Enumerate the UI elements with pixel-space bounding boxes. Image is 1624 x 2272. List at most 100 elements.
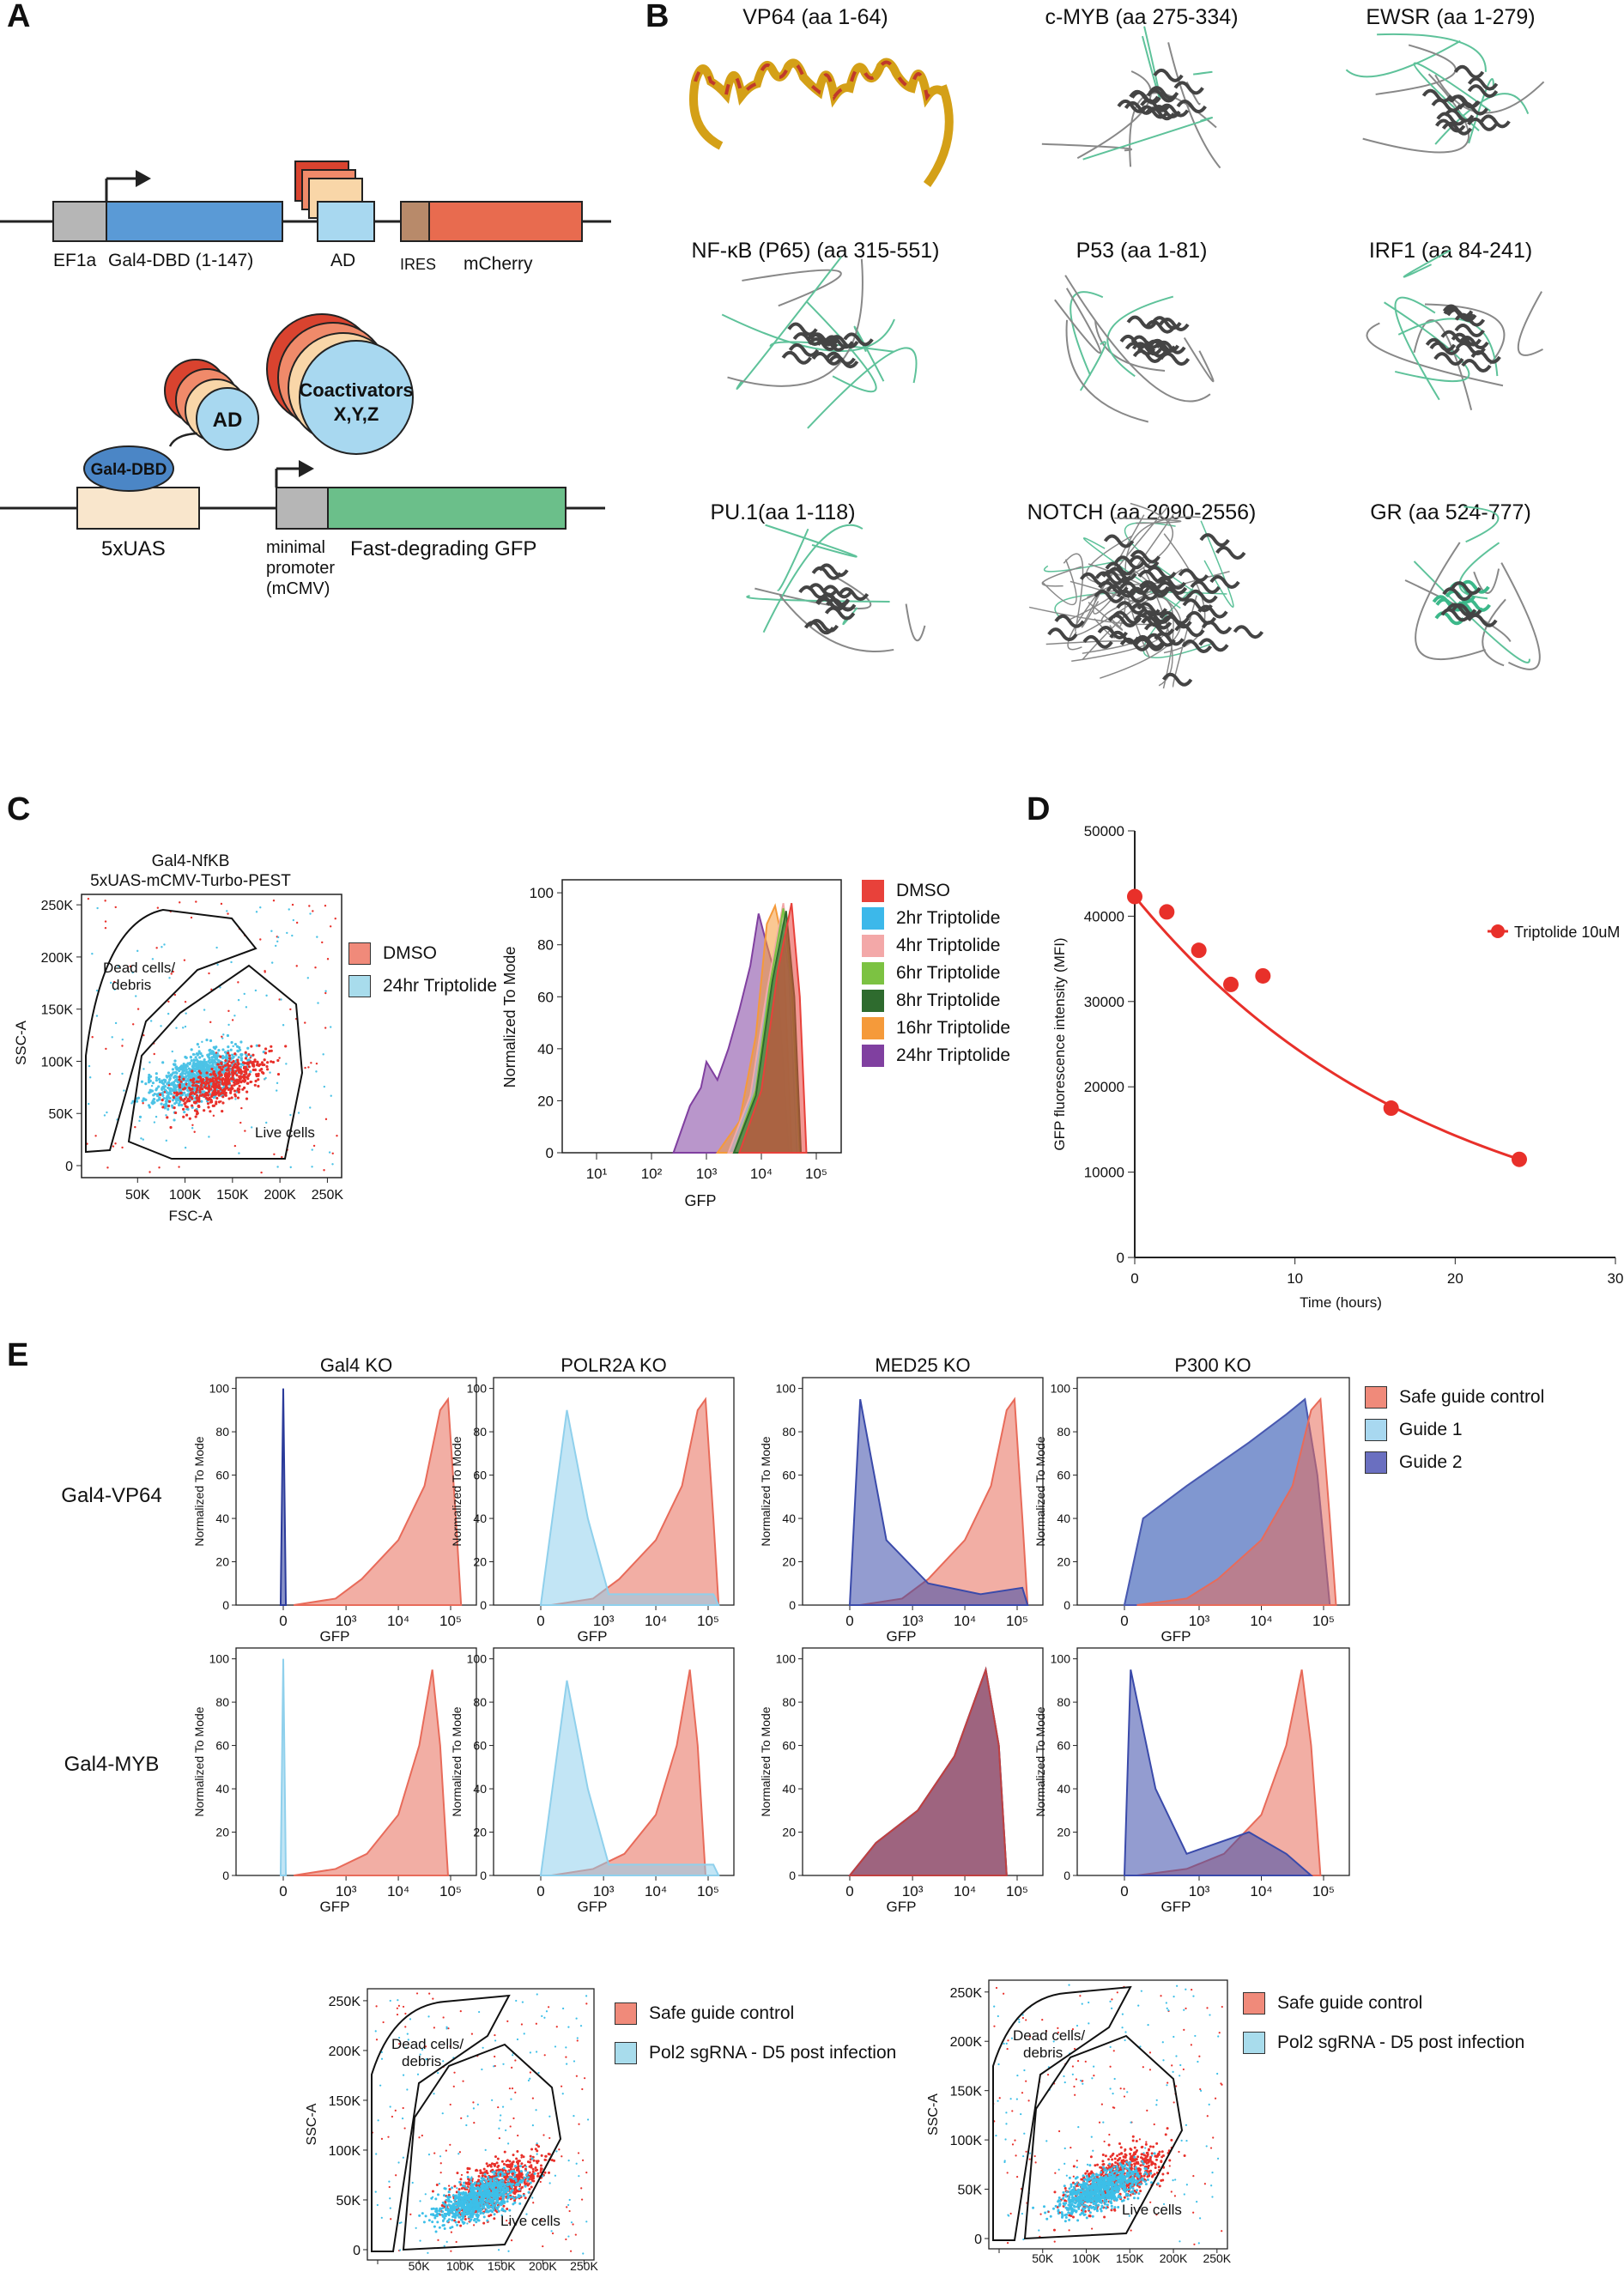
e-xtick-1-3: 10⁵ (697, 1613, 719, 1629)
b-xticklabel-1-3: 150K (1116, 2251, 1144, 2265)
b-ytick-1-0: 0 (974, 2233, 982, 2247)
b-xticklabel-0-4: 200K (529, 2259, 557, 2272)
legend-swatch-safe-bl (615, 2002, 637, 2025)
e-ytick-4-1: 20 (215, 1826, 229, 1839)
panel-e-legend: Safe guide control Guide 1 Guide 2 (1365, 1384, 1544, 1476)
e-xlabel-2: GFP (887, 1628, 917, 1645)
e-ytick-0-0: 0 (222, 1598, 229, 1612)
e-xtick-3-2: 10⁴ (1250, 1613, 1272, 1629)
e-ytick-5-0: 0 (480, 1869, 487, 1882)
legend-label-guide2: Guide 2 (1399, 1452, 1463, 1472)
d-ytick-5: 50000 (1084, 823, 1124, 839)
b-gate-live-1 (1023, 2034, 1184, 2240)
e-xtick-1-1: 10³ (593, 1613, 615, 1629)
e-xtick-3-1: 10³ (1189, 1613, 1210, 1629)
hist-xtick-2: 10³ (696, 1166, 718, 1182)
d-ytick-4: 40000 (1084, 908, 1124, 924)
structure-label-6: PU.1(aa 1-118) (710, 500, 855, 524)
scatter-xtick-2: 150K (216, 1188, 249, 1203)
gate-live-label: Live cells (255, 1124, 315, 1141)
e-ylabel-5: Normalized To Mode (450, 1706, 464, 1816)
e-col-title-2: MED25 KO (875, 1354, 970, 1376)
e-xtick-6-0: 0 (845, 1883, 853, 1899)
e-xtick-1-0: 0 (536, 1613, 544, 1629)
bottom-frame-0 (367, 1988, 595, 2261)
structure-render-4 (1054, 275, 1215, 423)
d-legend-label: Triptolide 10uM (1514, 924, 1620, 941)
b-xticklabel-1-5: 250K (1203, 2251, 1231, 2265)
hist-ylabel: Normalized To Mode (501, 947, 518, 1088)
scatter-ytick-0: 0 (65, 1160, 73, 1174)
e-ytick-1-5: 100 (467, 1382, 488, 1396)
bottom-left-legend: Safe guide control Pol2 sgRNA - D5 post … (615, 2000, 896, 2067)
e-curve-0-0 (294, 1397, 463, 1606)
structure-label-4: P53 (aa 1-81) (1076, 239, 1208, 263)
b-ytick-0-4: 200K (329, 2045, 361, 2059)
e-ytick-2-5: 100 (776, 1382, 797, 1396)
structure-render-2 (1345, 33, 1545, 154)
d-ytick-3: 30000 (1084, 994, 1124, 1010)
e-row-title-1: Gal4-MYB (64, 1753, 160, 1776)
legend-label-pol2-br: Pol2 sgRNA - D5 post infection (1277, 2033, 1525, 2052)
e-curve-3-2 (1136, 1397, 1337, 1606)
b-ytick-0-1: 50K (336, 2194, 361, 2208)
e-xtick-0-1: 10³ (336, 1613, 357, 1629)
e-ylabel-3: Normalized To Mode (1033, 1436, 1047, 1546)
e-ytick-3-0: 0 (1063, 1598, 1070, 1612)
e-xlabel-0: GFP (320, 1628, 350, 1645)
minimal-promoter-box (276, 487, 329, 530)
b-points-0 (371, 1992, 590, 2255)
gate-dead-label-2: debris (112, 977, 151, 993)
legend-label-triptolide: 24hr Triptolide (383, 976, 498, 996)
hist-legend-swatch-4 (862, 990, 884, 1012)
b-ytick-0-2: 100K (329, 2144, 361, 2159)
legend-label-safe-br: Safe guide control (1277, 1993, 1423, 2013)
hist-xtick-0: 10¹ (586, 1166, 608, 1182)
ad-circle (196, 387, 259, 451)
d-xlabel: Time (hours) (1300, 1294, 1382, 1311)
mcherry-box (428, 201, 583, 242)
dbd-box (106, 201, 283, 242)
e-ytick-2-2: 40 (782, 1512, 796, 1525)
e-xtick-1-2: 10⁴ (645, 1613, 667, 1629)
e-ytick-4-5: 100 (209, 1652, 230, 1666)
ad-label: AD (330, 251, 355, 270)
e-xtick-6-1: 10³ (902, 1883, 924, 1899)
promoter-arrow-icon (136, 170, 151, 187)
e-ytick-1-0: 0 (480, 1598, 487, 1612)
hist-legend-label-0: DMSO (896, 881, 950, 900)
e-ylabel-2: Normalized To Mode (759, 1436, 773, 1546)
e-xtick-5-2: 10⁴ (645, 1883, 667, 1899)
gate-live (127, 964, 304, 1160)
hist-curve-6 (737, 903, 808, 1154)
hist-legend-swatch-5 (862, 1017, 884, 1039)
e-ylabel-1: Normalized To Mode (450, 1436, 464, 1546)
e-ytick-2-1: 20 (782, 1555, 796, 1569)
e-xtick-0-3: 10⁵ (439, 1613, 462, 1629)
dbd-label: Gal4-DBD (1-147) (108, 251, 253, 270)
e-row-title-0: Gal4-VP64 (61, 1484, 161, 1507)
e-ytick-1-1: 20 (473, 1555, 487, 1569)
panel-a-schematic: EF1a Gal4-DBD (1-147) AD IRES mCherry Ga… (0, 161, 611, 598)
hist-ytick-1: 20 (537, 1093, 554, 1109)
panel-letter-d: D (1027, 791, 1051, 827)
hist-legend-row-2: 4hr Triptolide (862, 932, 1010, 960)
gfp-label: Fast-degrading GFP (350, 537, 536, 560)
scatter-ytick-2: 100K (41, 1055, 74, 1069)
legend-label-guide1: Guide 1 (1399, 1420, 1463, 1439)
d-fit-line (1133, 895, 1520, 1161)
scatter-title-2: 5xUAS-mCMV-Turbo-PEST (90, 872, 291, 890)
hist-legend-row-3: 6hr Triptolide (862, 960, 1010, 987)
e-ytick-4-0: 0 (222, 1869, 229, 1882)
d-point-1 (1159, 904, 1175, 920)
minimal-label-1: minimal (266, 538, 325, 557)
coactivators-label-2: X,Y,Z (334, 403, 379, 425)
b-ytick-1-5: 250K (950, 1986, 983, 2001)
e-xtick-7-1: 10³ (1189, 1883, 1210, 1899)
e-xlabel-7: GFP (1161, 1899, 1191, 1915)
scatter-ytick-5: 250K (41, 899, 74, 913)
e-xtick-2-0: 0 (845, 1613, 853, 1629)
e-ytick-3-4: 80 (1057, 1425, 1070, 1439)
scatter-ytick-1: 50K (49, 1107, 74, 1122)
